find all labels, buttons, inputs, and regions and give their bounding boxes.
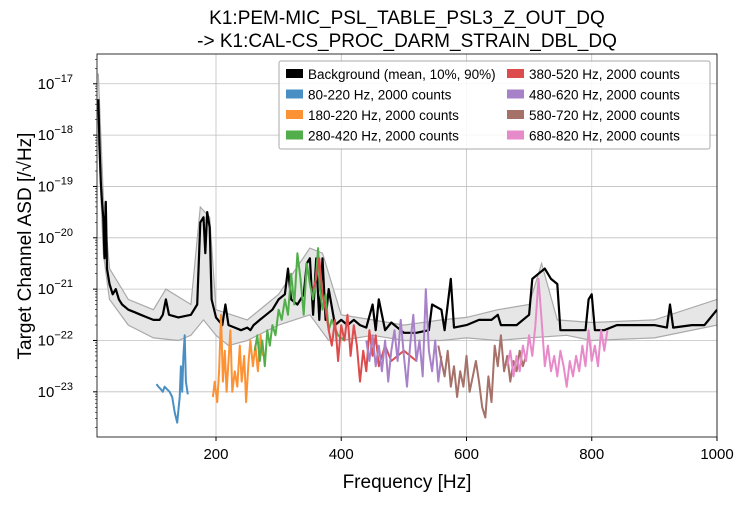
plot-area (97, 73, 717, 424)
y-tick-label: 10−20 (38, 227, 73, 247)
y-axis-label: Target Channel ASD [/√Hz] (15, 133, 36, 360)
legend-label: 180-220 Hz, 2000 counts (308, 108, 459, 123)
series-line-480-620 (365, 288, 443, 388)
y-tick-label: 10−21 (38, 278, 73, 298)
y-tick-label: 10−17 (38, 73, 73, 93)
x-tick-label: 600 (454, 446, 479, 463)
legend-swatch (507, 89, 524, 99)
legend-label: 80-220 Hz, 2000 counts (308, 88, 452, 103)
x-tick-label: 400 (329, 446, 354, 463)
y-tick-label: 10−19 (38, 175, 73, 195)
legend-swatch (286, 110, 303, 119)
legend-swatch (286, 69, 303, 78)
legend-swatch (507, 69, 524, 78)
series-line-380-520 (312, 257, 418, 383)
legend-label: 380-520 Hz, 2000 counts (529, 67, 680, 82)
legend-swatch (507, 110, 524, 119)
legend-label: 680-820 Hz, 2000 counts (529, 129, 680, 144)
chart-title-line-2: -> K1:CAL-CS_PROC_DARM_STRAIN_DBL_DQ (197, 31, 617, 52)
x-tick-label: 800 (579, 446, 604, 463)
legend-frame (278, 60, 711, 150)
legend-swatch (507, 130, 524, 140)
series-line-280-420 (253, 247, 346, 368)
legend-label: 280-420 Hz, 2000 counts (308, 129, 459, 144)
y-tick-label: 10−22 (38, 329, 73, 349)
y-tick-label: 10−23 (38, 381, 73, 401)
y-tick-label: 10−18 (38, 124, 73, 144)
x-tick-label: 200 (203, 446, 228, 463)
legend: Background (mean, 10%, 90%) 80-220 Hz, 20… (278, 60, 711, 150)
chart-title-line-1: K1:PEM-MIC_PSL_TABLE_PSL3_Z_OUT_DQ (209, 8, 605, 29)
series-line-580-720 (437, 334, 527, 419)
x-tick-label: 1000 (700, 446, 733, 463)
legend-label: Background (mean, 10%, 90%) (308, 67, 496, 82)
background-p90-line (97, 73, 717, 326)
legend-swatch (286, 89, 303, 99)
series-line-80-220 (155, 334, 189, 424)
axis-ticks: 200 400 600 800 1000 10−17 10−18 10−19 10−20 10−2… (38, 58, 734, 463)
series-line-180-220 (211, 313, 264, 404)
legend-label: 580-720 Hz, 2000 counts (529, 108, 680, 123)
legend-swatch (286, 130, 303, 140)
x-axis-label: Frequency [Hz] (343, 472, 472, 493)
legend-label: 480-620 Hz, 2000 counts (529, 88, 680, 103)
series-line-680-820 (506, 277, 609, 388)
